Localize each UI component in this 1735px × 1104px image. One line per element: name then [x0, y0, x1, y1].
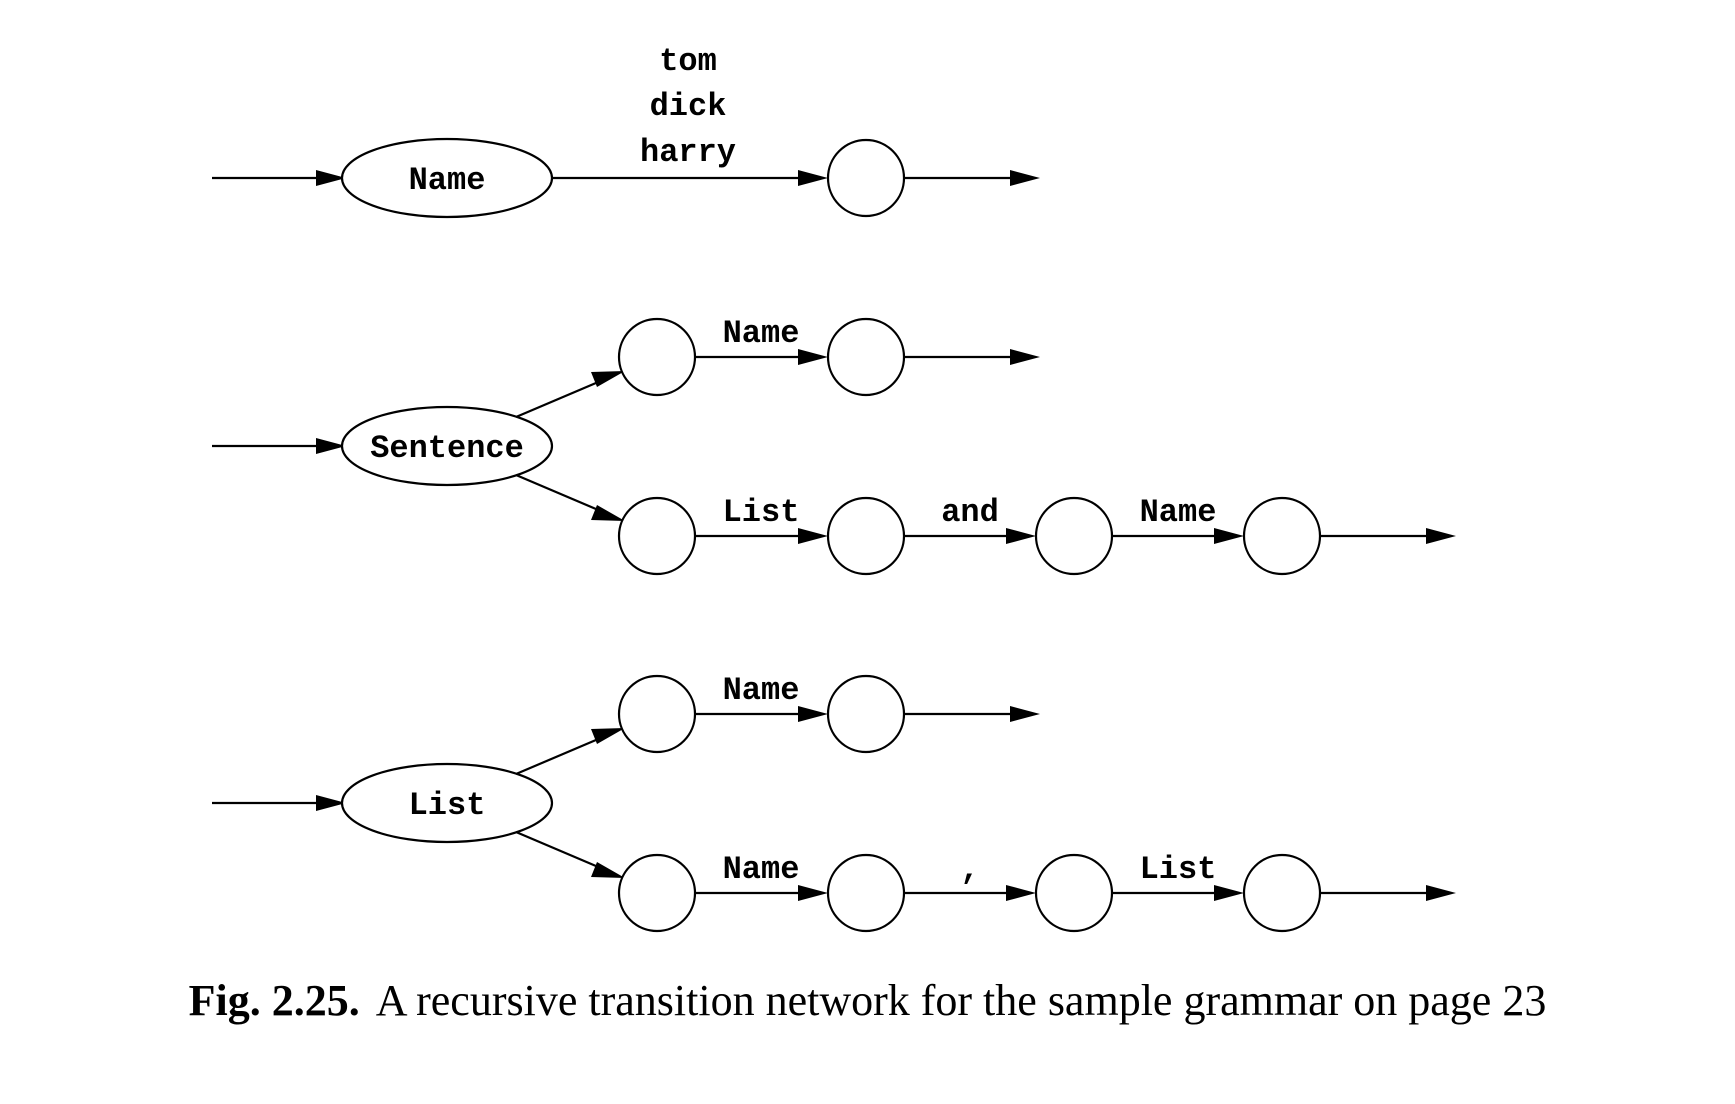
figure-caption-text: A recursive transition network for the s… [375, 976, 1547, 1025]
arrowhead [316, 795, 346, 811]
arrowhead [1010, 170, 1040, 186]
arrowhead [316, 170, 346, 186]
arrowhead [798, 885, 828, 901]
arrowhead [591, 505, 625, 521]
edge-label-tom: tom [659, 43, 717, 80]
state-node [826, 496, 906, 576]
figure-number: Fig. 2.25. [188, 976, 360, 1025]
arrowhead [1006, 528, 1036, 544]
edge-label-and: and [941, 494, 999, 531]
node-label-sentence: Sentence [370, 430, 524, 467]
arrowhead [1214, 528, 1244, 544]
edge-label-list: List [723, 494, 800, 531]
state-node [826, 317, 906, 397]
branch-edge-upper [515, 735, 604, 776]
arrowhead [1010, 706, 1040, 722]
network-sentence: Sentence Name List and Name [212, 315, 1456, 576]
arrowhead [1214, 885, 1244, 901]
state-node [826, 138, 906, 218]
branch-edge-lower [515, 830, 604, 871]
edge-label-name: Name [723, 851, 800, 888]
edge-label-list: List [1140, 851, 1217, 888]
arrowhead [798, 170, 828, 186]
arrowhead [591, 862, 625, 878]
branch-edge-upper [515, 378, 604, 419]
arrowhead [316, 438, 346, 454]
branch-edge-lower [515, 473, 604, 514]
edge-label-harry: harry [640, 134, 736, 171]
arrowhead [1006, 885, 1036, 901]
arrowhead [798, 528, 828, 544]
state-node [617, 496, 697, 576]
state-node [617, 317, 697, 397]
state-node [1242, 496, 1322, 576]
figure-caption: Fig. 2.25. A recursive transition network… [0, 975, 1735, 1026]
arrowhead [798, 349, 828, 365]
state-node [1242, 853, 1322, 933]
edge-label-dick: dick [650, 88, 727, 125]
edge-label-name: Name [723, 672, 800, 709]
state-node [826, 853, 906, 933]
state-node [826, 674, 906, 754]
start-node-sentence [340, 405, 554, 487]
arrowhead [798, 706, 828, 722]
state-node [1034, 853, 1114, 933]
network-name: Name tom dick harry [212, 43, 1040, 219]
edge-label-comma: , [960, 851, 979, 888]
network-list: List Name Name , List [212, 672, 1456, 933]
node-label-list: List [409, 787, 486, 824]
start-node-list [340, 762, 554, 844]
state-node [617, 853, 697, 933]
node-label-name: Name [409, 162, 486, 199]
arrowhead [1010, 349, 1040, 365]
state-node [1034, 496, 1114, 576]
arrowhead [591, 371, 625, 387]
arrowhead [1426, 528, 1456, 544]
arrowhead [591, 728, 625, 744]
edge-label-name: Name [723, 315, 800, 352]
edge-label-name: Name [1140, 494, 1217, 531]
arrowhead [1426, 885, 1456, 901]
state-node [617, 674, 697, 754]
